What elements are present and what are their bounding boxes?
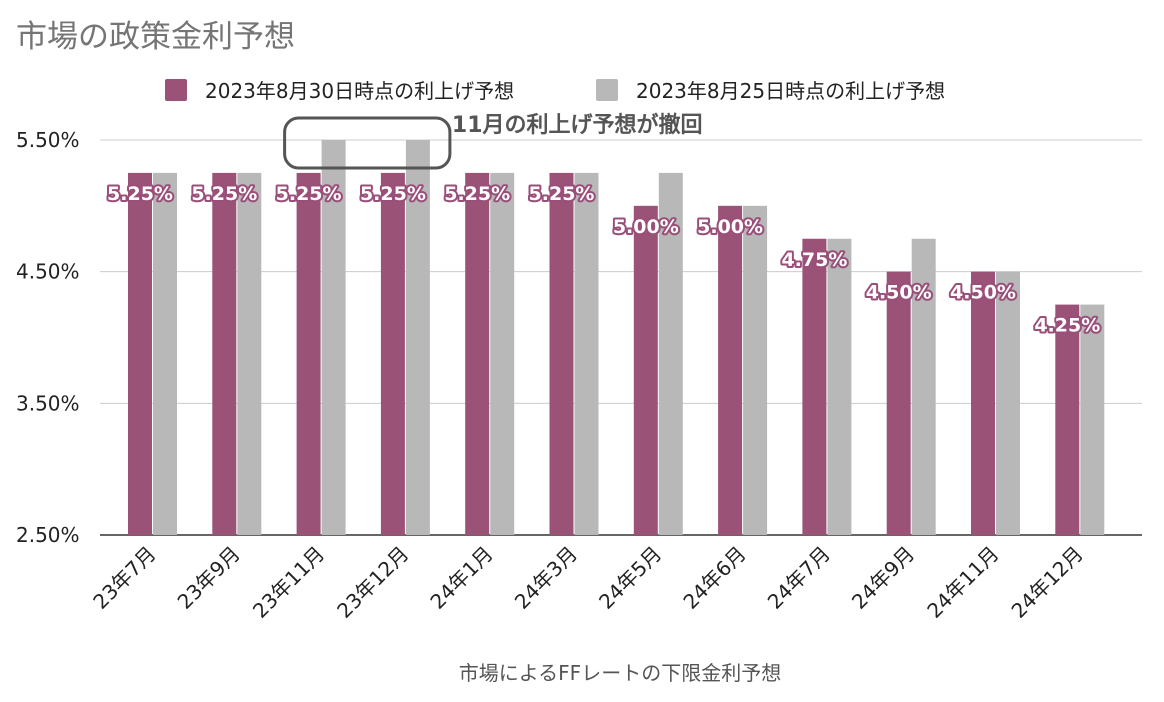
data-label: 5.25% [276, 183, 342, 205]
bar-series-2 [490, 172, 515, 535]
legend: 2023年8月30日時点の利上げ予想 2023年8月25日時点の利上げ予想 [165, 79, 945, 103]
bar-series-1 [1055, 304, 1080, 535]
bars [128, 140, 1105, 536]
y-tick-label: 4.50% [16, 260, 80, 284]
y-axis-ticks: 2.50% 3.50% 4.50% 5.50% [16, 128, 80, 547]
data-label: 5.00% [613, 216, 679, 238]
annotation-text: 11月の利上げ予想が撤回 [452, 112, 703, 138]
bar-series-1 [128, 172, 152, 535]
legend-swatch-series-2 [596, 79, 618, 101]
y-tick-label: 2.50% [16, 523, 80, 547]
legend-label-series-2: 2023年8月25日時点の利上げ予想 [636, 79, 945, 103]
data-label: 5.25% [444, 183, 510, 205]
x-tick-label: 23年12月 [332, 542, 413, 623]
x-tick-label: 24年6月 [678, 542, 750, 614]
chart-title: 市場の政策金利予想 [16, 19, 295, 55]
x-axis-label: 市場によるFFレートの下限金利予想 [459, 661, 781, 685]
data-label: 5.25% [107, 183, 173, 205]
bar-series-1 [971, 271, 995, 535]
x-tick-label: 24年3月 [510, 542, 582, 614]
bar-series-2 [405, 140, 430, 535]
x-tick-label: 24年7月 [763, 542, 835, 614]
y-tick-label: 3.50% [16, 391, 80, 415]
grid [100, 139, 1142, 536]
data-label: 5.25% [529, 183, 595, 205]
bar-series-1 [886, 271, 911, 535]
bar-series-1 [212, 172, 237, 535]
bar-series-2 [574, 172, 599, 535]
bar-series-2 [827, 238, 852, 535]
bar-series-1 [296, 172, 321, 535]
data-label: 5.25% [360, 183, 426, 205]
x-tick-label: 23年11月 [248, 542, 329, 623]
x-tick-label: 24年1月 [425, 542, 497, 614]
data-label: 4.75% [781, 249, 847, 271]
data-label: 4.25% [1034, 315, 1100, 337]
data-label: 4.50% [866, 282, 932, 304]
x-tick-label: 23年9月 [173, 542, 245, 614]
bar-series-2 [237, 172, 262, 535]
bar-series-2 [658, 172, 683, 535]
x-tick-label: 24年5月 [594, 542, 666, 614]
bar-series-1 [802, 238, 827, 535]
data-label: 4.50% [950, 282, 1016, 304]
x-axis-ticks: 23年7月 23年9月 23年11月 23年12月 24年1月 24年3月 24年5月 24年… [88, 542, 1088, 623]
y-tick-label: 5.50% [16, 128, 80, 152]
legend-swatch-series-1 [165, 79, 187, 101]
data-label: 5.25% [191, 183, 257, 205]
bar-series-1 [718, 205, 743, 536]
data-label: 5.00% [697, 216, 763, 238]
bar-series-2 [153, 172, 177, 535]
x-tick-label: 24年11月 [922, 542, 1003, 623]
bar-series-1 [465, 172, 490, 535]
bar-series-1 [380, 172, 405, 535]
legend-label-series-1: 2023年8月30日時点の利上げ予想 [205, 79, 514, 103]
x-tick-label: 24年12月 [1007, 542, 1088, 623]
x-tick-label: 23年7月 [88, 542, 160, 614]
bar-series-2 [321, 140, 346, 535]
bar-series-2 [996, 271, 1020, 535]
bar-series-2 [1080, 304, 1105, 535]
bar-series-2 [743, 205, 768, 536]
annotation: 11月の利上げ予想が撤回 [283, 112, 703, 170]
x-tick-label: 24年9月 [847, 542, 919, 614]
bar-series-1 [633, 205, 658, 536]
bar-series-1 [549, 172, 574, 535]
annotation-box [283, 116, 452, 170]
bar-series-2 [911, 238, 936, 535]
data-labels: 5.25% 5.25% 5.25% 5.25% 5.25% 5.25% 5.00% 5.00%… [105, 181, 1102, 339]
